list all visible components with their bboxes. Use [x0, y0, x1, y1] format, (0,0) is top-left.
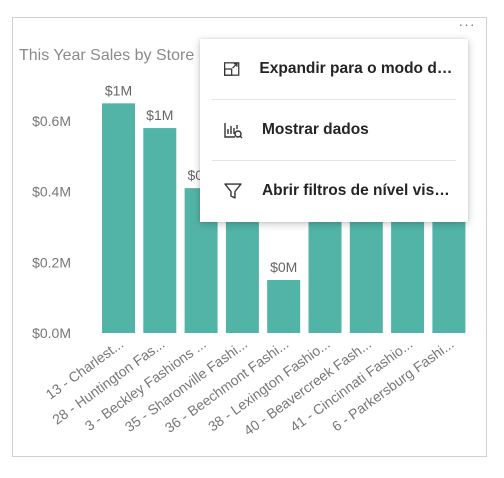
context-menu: Expandir para o modo de foco Mostrar dad…	[200, 39, 468, 222]
filter-icon	[224, 183, 242, 199]
y-axis: $0.0M $0.2M $0.4M $0.6M	[32, 113, 71, 341]
bar[interactable]	[267, 280, 301, 333]
menu-item-show-data-label: Mostrar dados	[262, 121, 369, 138]
bar[interactable]	[143, 128, 177, 333]
y-tick-label: $0.0M	[32, 325, 71, 341]
menu-item-focus-mode[interactable]: Expandir para o modo de foco	[212, 39, 456, 99]
data-label: $1M	[146, 107, 173, 123]
y-tick-label: $0.2M	[32, 254, 71, 270]
focus-mode-icon	[224, 62, 240, 76]
bar[interactable]	[102, 103, 135, 333]
menu-item-visual-filters[interactable]: Abrir filtros de nível visual	[212, 160, 456, 221]
show-data-icon	[224, 123, 243, 139]
data-label: $0M	[270, 259, 297, 275]
menu-item-focus-mode-label: Expandir para o modo de foco	[259, 60, 456, 77]
chart-title: This Year Sales by Store	[19, 47, 194, 64]
x-axis: 13 - Charlest...28 - Huntington Fas...3 …	[43, 335, 457, 438]
menu-item-show-data[interactable]: Mostrar dados	[212, 99, 456, 160]
data-label: $1M	[105, 82, 132, 98]
y-tick-label: $0.4M	[32, 184, 71, 200]
y-tick-label: $0.6M	[32, 113, 71, 129]
menu-item-visual-filters-label: Abrir filtros de nível visual	[261, 182, 456, 199]
more-options-button[interactable]: ···	[458, 16, 476, 32]
